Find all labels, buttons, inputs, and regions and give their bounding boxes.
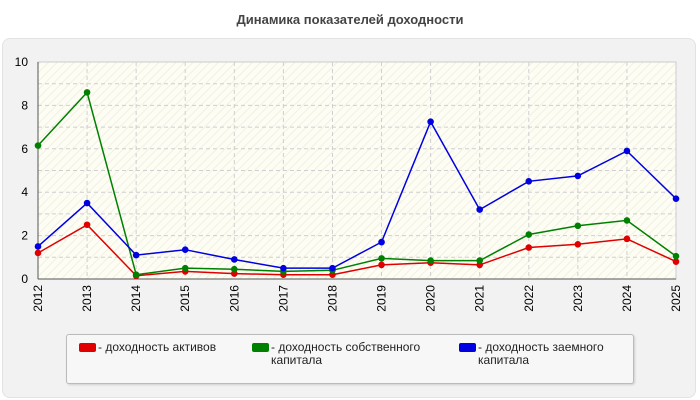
y-tick-label: 8 xyxy=(21,98,28,112)
data-point-2 xyxy=(525,178,533,185)
legend-swatch-debt xyxy=(459,343,476,352)
legend: - доходность активов - доходность собств… xyxy=(66,334,634,384)
series-line-0 xyxy=(37,223,677,277)
x-tick-label: 2023 xyxy=(571,285,585,312)
x-tick-label: 2016 xyxy=(227,285,241,312)
data-point-2 xyxy=(280,264,287,272)
data-point-1 xyxy=(83,89,91,96)
x-tick-label: 2024 xyxy=(620,285,634,312)
data-point-1 xyxy=(427,257,434,264)
y-tick-label: 6 xyxy=(21,142,28,156)
x-tick-label: 2015 xyxy=(178,285,192,312)
grid-lines xyxy=(38,62,677,279)
legend-swatch-equity xyxy=(252,343,269,352)
x-tick-label: 2014 xyxy=(129,285,143,312)
data-point-2 xyxy=(378,238,385,246)
data-point-1 xyxy=(34,142,42,149)
data-point-0 xyxy=(378,261,385,269)
data-point-1 xyxy=(525,231,533,238)
y-axis-ticks: 0 2 4 6 8 10 xyxy=(15,55,29,286)
data-point-0 xyxy=(83,221,91,229)
data-point-2 xyxy=(427,118,434,125)
x-tick-label: 2012 xyxy=(31,285,45,312)
y-tick-label: 10 xyxy=(15,55,29,69)
data-point-1 xyxy=(231,265,238,273)
x-axis-ticks: 2012 2013 2014 2015 2016 2017 2018 2019 2020 2021… xyxy=(31,285,683,312)
data-point-2 xyxy=(574,172,582,180)
x-tick-label: 2018 xyxy=(325,285,339,312)
data-point-1 xyxy=(672,252,680,260)
x-tick-label: 2021 xyxy=(473,285,487,312)
axes xyxy=(37,62,676,280)
data-point-0 xyxy=(574,240,582,248)
y-tick-label: 4 xyxy=(21,185,28,199)
legend-label-assets: - доходность активов xyxy=(98,340,217,354)
data-point-0 xyxy=(34,249,42,257)
data-point-1 xyxy=(476,257,483,264)
series-line-2 xyxy=(37,119,677,269)
data-point-2 xyxy=(623,147,631,155)
chart-title: Динамика показателей доходности xyxy=(236,12,464,27)
x-tick-label: 2022 xyxy=(522,285,536,312)
data-point-1 xyxy=(574,222,582,230)
data-point-1 xyxy=(132,271,140,278)
data-point-1 xyxy=(623,217,631,224)
x-tick-label: 2017 xyxy=(276,285,290,312)
data-point-2 xyxy=(83,199,91,207)
legend-swatch-assets xyxy=(79,343,96,352)
y-tick-label: 0 xyxy=(21,272,28,286)
legend-label-equity: - доходность собственного капитала xyxy=(271,340,421,367)
data-point-2 xyxy=(231,256,238,263)
data-point-0 xyxy=(525,244,533,251)
data-point-2 xyxy=(672,195,680,203)
series-points xyxy=(34,89,680,280)
data-point-2 xyxy=(476,206,483,213)
x-tick-label: 2013 xyxy=(80,285,94,312)
data-point-2 xyxy=(34,243,42,250)
series-lines xyxy=(37,90,677,277)
data-point-1 xyxy=(378,255,385,262)
y-tick-label: 2 xyxy=(21,229,28,243)
data-point-2 xyxy=(181,246,189,254)
data-point-1 xyxy=(181,264,189,272)
x-tick-label: 2020 xyxy=(424,285,438,312)
data-point-2 xyxy=(132,251,140,259)
series-line-1 xyxy=(37,90,677,276)
legend-label-debt: - доходность заемного капитала xyxy=(478,340,604,367)
x-tick-label: 2019 xyxy=(375,285,389,312)
x-tick-label: 2025 xyxy=(669,285,683,312)
data-point-0 xyxy=(672,258,680,265)
data-point-2 xyxy=(329,264,336,272)
data-point-0 xyxy=(623,235,631,243)
